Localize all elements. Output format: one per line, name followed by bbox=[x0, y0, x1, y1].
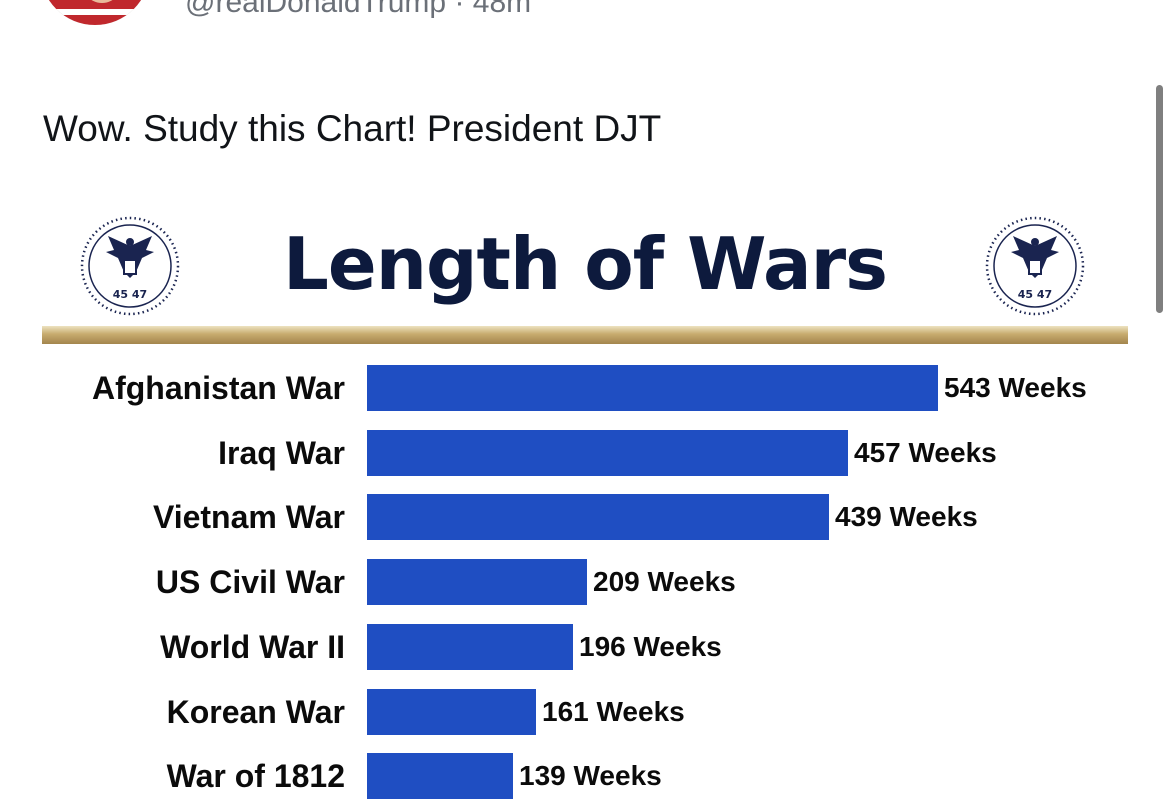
post-author-handle[interactable]: @realDonaldTrump · 48m bbox=[185, 0, 531, 20]
category-label: Afghanistan War bbox=[91, 370, 345, 406]
category-label: US Civil War bbox=[155, 564, 345, 600]
category-label: Iraq War bbox=[218, 435, 345, 471]
chart-row: War of 1812 139 Weeks bbox=[40, 753, 1130, 799]
category-label: World War II bbox=[160, 629, 345, 665]
bar bbox=[367, 430, 848, 476]
seal-number: 45 47 bbox=[113, 288, 147, 301]
bar bbox=[367, 689, 536, 735]
category-label: Korean War bbox=[166, 694, 345, 730]
bar bbox=[367, 753, 513, 799]
gold-divider bbox=[42, 326, 1128, 344]
value-label: 139 Weeks bbox=[519, 760, 662, 791]
handle-text[interactable]: @realDonaldTrump bbox=[185, 0, 447, 19]
chart-row: Korean War 161 Weeks bbox=[40, 689, 1130, 735]
chart-row: US Civil War 209 Weeks bbox=[40, 559, 1130, 605]
bar bbox=[367, 559, 587, 605]
value-label: 543 Weeks bbox=[944, 372, 1087, 403]
value-label: 457 Weeks bbox=[854, 437, 997, 468]
chart-row: Iraq War 457 Weeks bbox=[40, 430, 1130, 476]
presidential-seal-right: 45 47 bbox=[983, 214, 1087, 318]
post-text: Wow. Study this Chart! President DJT bbox=[43, 108, 662, 149]
eagle-seal-icon: 45 47 bbox=[985, 216, 1085, 316]
bar bbox=[367, 624, 573, 670]
category-label: Vietnam War bbox=[152, 499, 345, 535]
chart-title: Length of Wars bbox=[283, 222, 888, 306]
presidential-seal-left: 45 47 bbox=[78, 214, 182, 318]
chart-row: Vietnam War 439 Weeks bbox=[40, 494, 1130, 540]
value-label: 439 Weeks bbox=[835, 501, 978, 532]
eagle-seal-icon: 45 47 bbox=[80, 216, 180, 316]
bar bbox=[367, 365, 938, 411]
chart-row: World War II 196 Weeks bbox=[40, 624, 1130, 670]
chart-row: Afghanistan War 543 Weeks bbox=[40, 365, 1130, 411]
seal-number: 45 47 bbox=[1018, 288, 1052, 301]
category-label: War of 1812 bbox=[166, 758, 345, 794]
chart-image[interactable]: 45 47 Length of Wars 45 47 Afghanistan W… bbox=[40, 200, 1130, 810]
bar bbox=[367, 494, 829, 540]
value-label: 196 Weeks bbox=[579, 631, 722, 662]
meta-separator: · bbox=[446, 0, 473, 19]
profile-photo bbox=[40, 0, 150, 25]
value-label: 209 Weeks bbox=[593, 566, 736, 597]
post-time[interactable]: 48m bbox=[472, 0, 532, 19]
value-label: 161 Weeks bbox=[542, 696, 685, 727]
scrollbar[interactable] bbox=[1156, 85, 1163, 313]
avatar[interactable] bbox=[40, 0, 150, 25]
